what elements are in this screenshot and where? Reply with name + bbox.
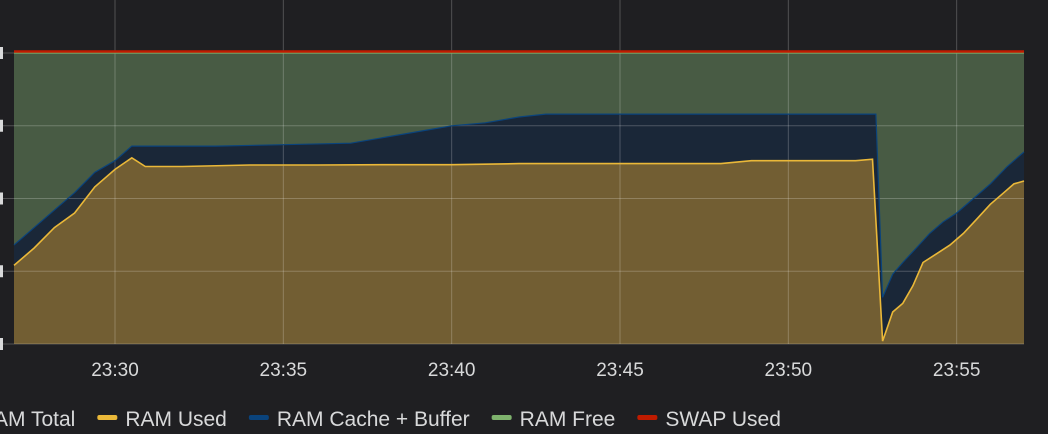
legend-label: RAM Free: [520, 408, 616, 431]
x-tick-label: 23:50: [765, 360, 813, 381]
x-tick-label: 23:35: [260, 360, 308, 381]
legend-swatch: [97, 415, 118, 420]
y-tick-mark: [0, 119, 3, 132]
y-tick-mark: [0, 338, 3, 350]
x-tick-label: 23:55: [933, 360, 981, 381]
y-tick-mark: [0, 47, 3, 59]
legend-label: RAM Cache + Buffer: [277, 408, 470, 431]
legend-swatch: [491, 415, 512, 420]
legend-swatch: [248, 415, 269, 420]
legend-label: RAM Used: [125, 408, 227, 431]
y-tick-mark: [0, 192, 3, 205]
series-line-ram-cache-buffer: [13, 113, 1025, 298]
series-line-ram-used: [13, 156, 1025, 342]
y-tick-mark: [0, 265, 3, 278]
legend-label: AM Total: [0, 408, 75, 431]
series-area-ram-used: [14, 157, 1024, 344]
legend-label: SWAP Used: [665, 408, 781, 431]
x-tick-label: 23:30: [91, 360, 139, 381]
legend-swatch: [637, 415, 658, 420]
x-tick-label: 23:40: [428, 360, 476, 381]
x-tick-label: 23:45: [596, 360, 644, 381]
